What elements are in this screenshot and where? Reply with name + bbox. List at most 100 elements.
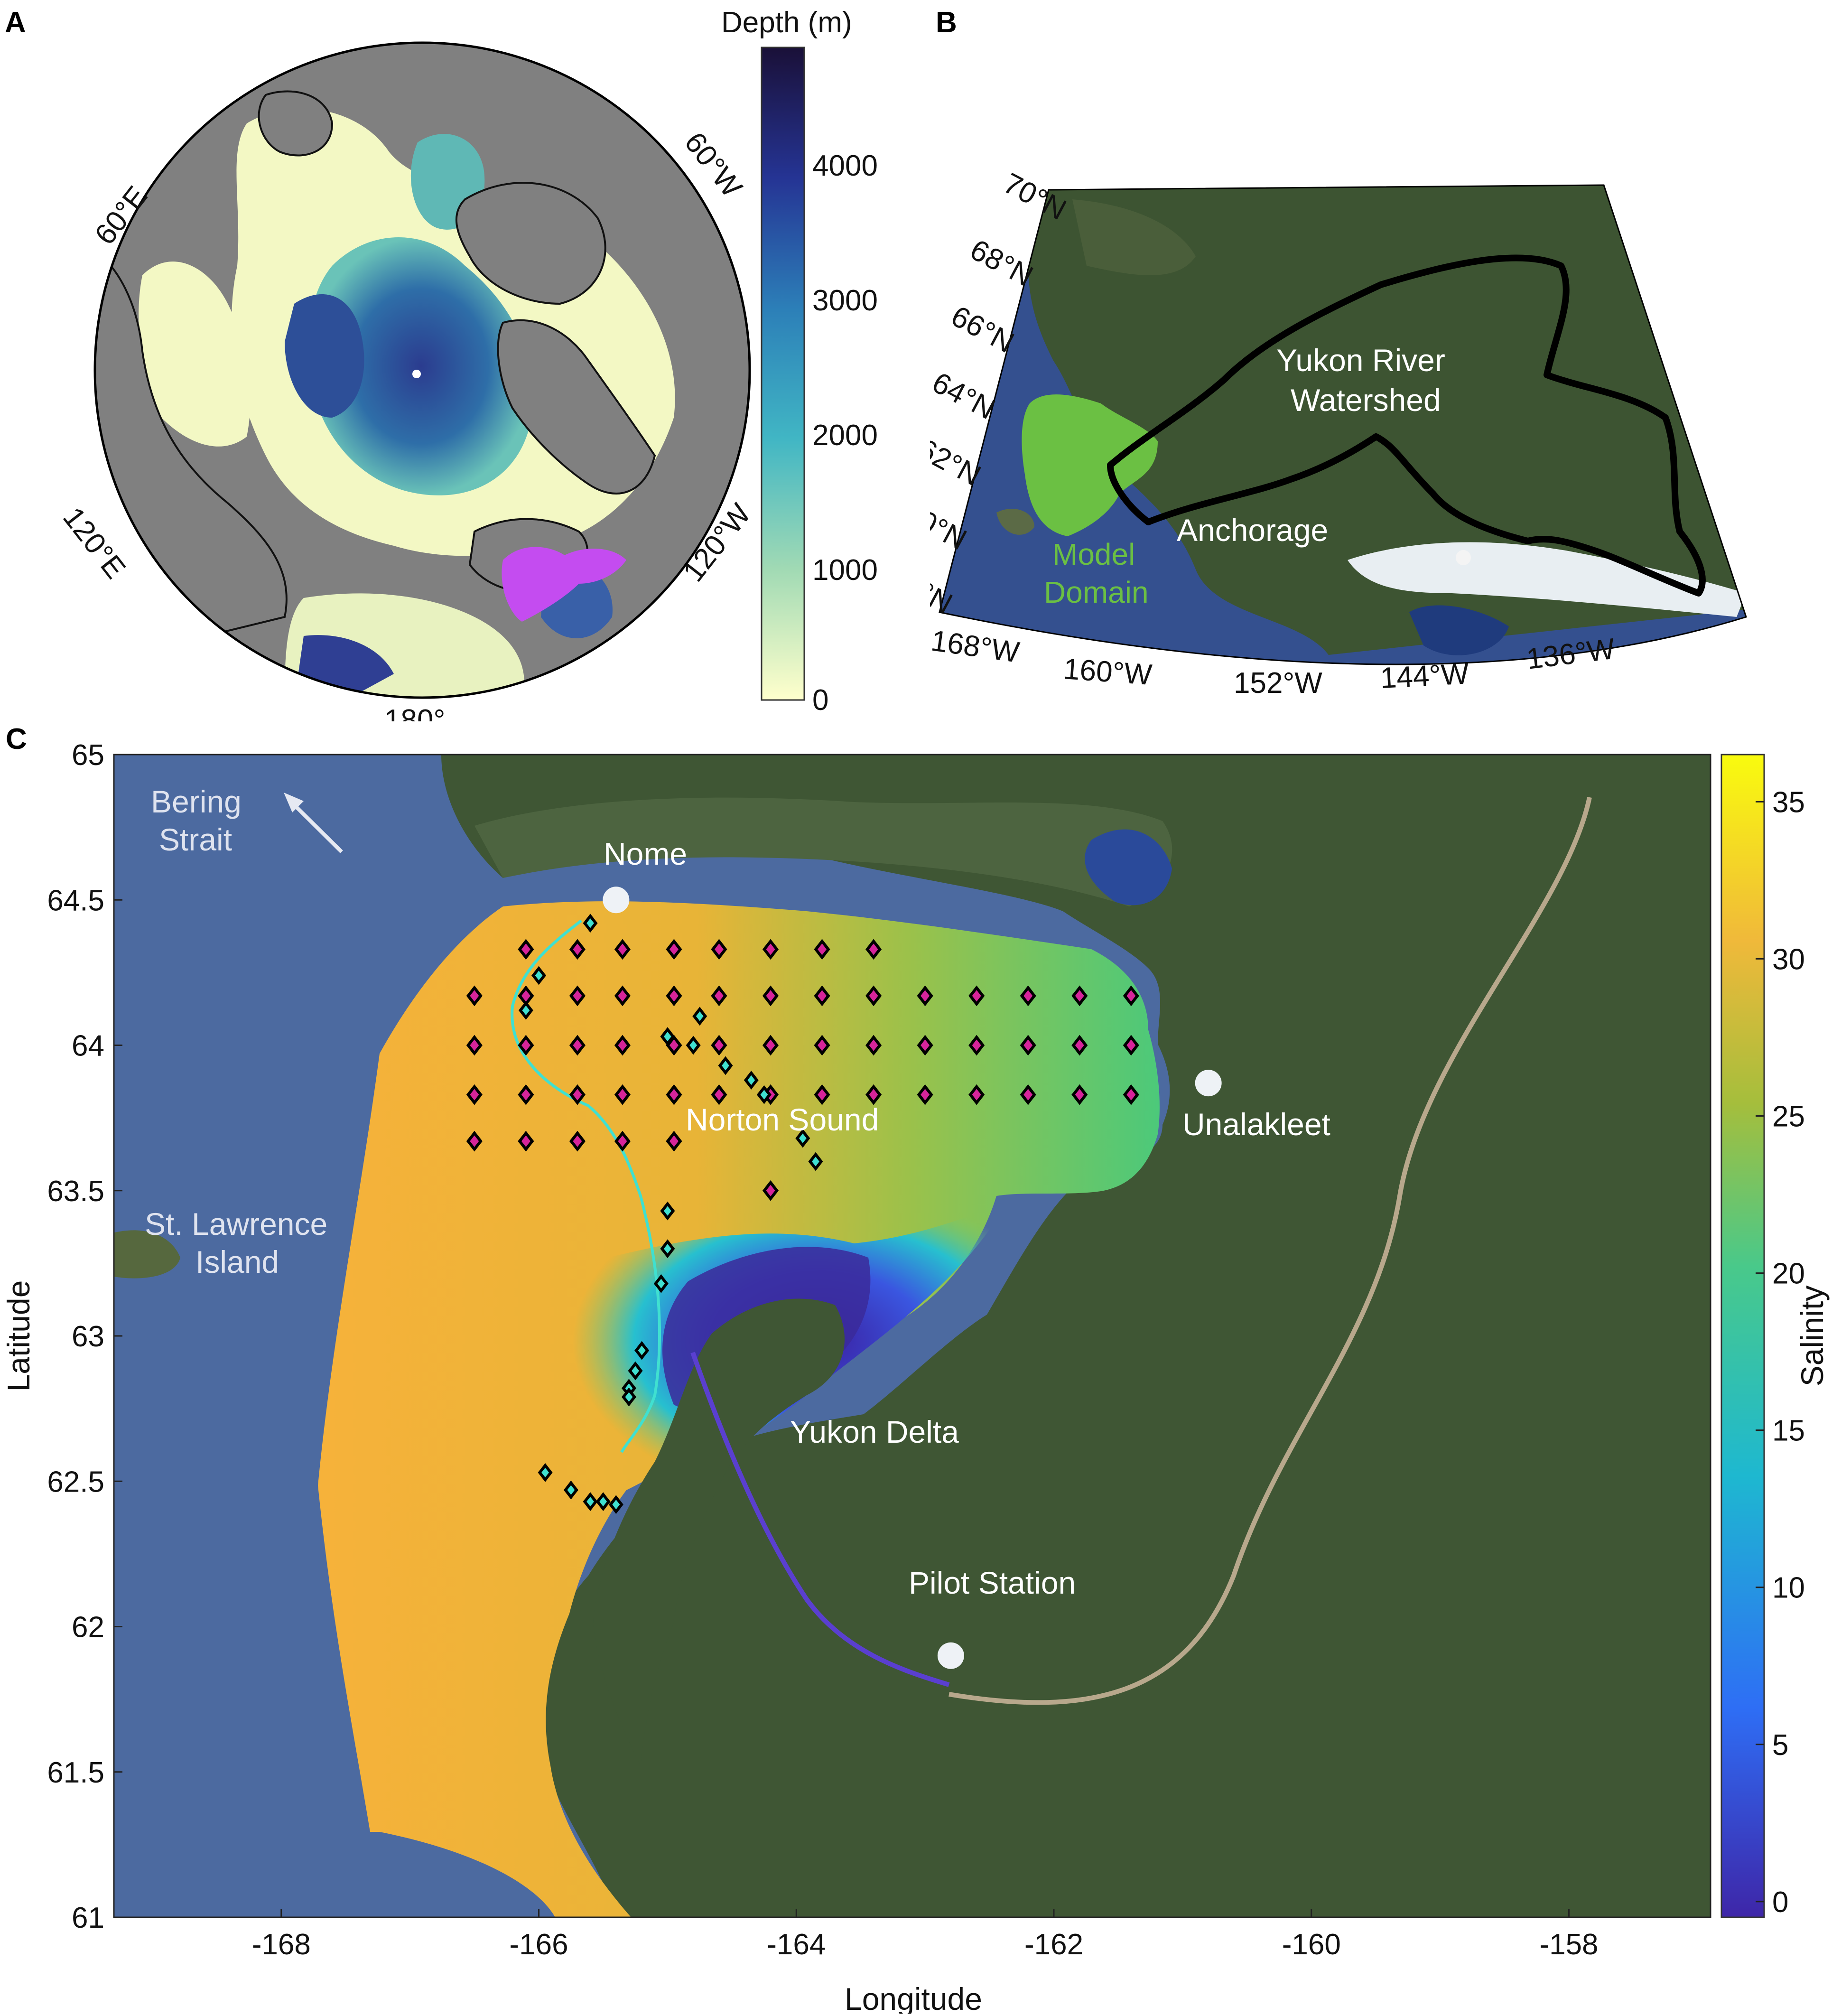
depth-tick: 4000 — [812, 149, 878, 182]
grid-station-marker — [917, 1084, 933, 1105]
track-station-marker — [692, 1007, 707, 1026]
grid-station-marker — [762, 1180, 779, 1201]
lon-label: 144°W — [1379, 657, 1470, 695]
norton-sound-label: Norton Sound — [686, 1102, 879, 1137]
panel-b-svg: B Yukon River Watershed Anchorage Model … — [884, 6, 1747, 700]
polar-map — [95, 43, 750, 698]
canada-basin — [308, 237, 533, 495]
x-tick-label: -168 — [252, 1928, 311, 1961]
panel-c: C Bering — [0, 721, 1832, 2016]
track-station-marker — [563, 1480, 578, 1500]
grid-station-marker — [1020, 985, 1036, 1007]
colorbar-tick-label: 5 — [1772, 1729, 1788, 1762]
grid-station-marker — [814, 1084, 830, 1105]
grid-station-marker — [917, 985, 933, 1007]
track-station-marker — [628, 1361, 643, 1381]
panel-a-letter: A — [5, 6, 26, 39]
x-tick-label: -164 — [767, 1928, 826, 1961]
lon-label-180: 180° — [384, 704, 445, 721]
bering-arrow-head — [284, 793, 304, 812]
grid-station-marker — [1123, 1084, 1139, 1105]
yukon-delta-land — [593, 1298, 845, 1765]
grid-station-marker — [917, 1035, 933, 1056]
lat-label: 66°N — [946, 299, 1019, 359]
colorbar-tick-label: 0 — [1772, 1886, 1788, 1919]
track-station-marker — [718, 1056, 733, 1075]
track-station-marker — [595, 1492, 611, 1512]
greenland — [455, 182, 606, 305]
y-tick-label: 61 — [72, 1902, 104, 1934]
eurasian-basin — [285, 294, 364, 418]
track-station-marker — [621, 1387, 636, 1407]
x-tick-label: -166 — [509, 1928, 568, 1961]
alaska-land — [1028, 185, 1746, 655]
grid-station-marker — [814, 939, 830, 960]
location-marker — [1195, 1070, 1222, 1097]
x-tick-label: -162 — [1024, 1928, 1083, 1961]
y-axis-title: Latitude — [1, 1280, 36, 1392]
watershed-label-line1: Yukon River — [1276, 343, 1445, 378]
grid-station-marker — [666, 1130, 682, 1152]
grid-station-marker — [518, 1130, 534, 1152]
grid-station-marker — [569, 1130, 586, 1152]
salinity-colorbar — [1720, 754, 1765, 1918]
colorbar-tick-label: 20 — [1772, 1258, 1805, 1290]
track-station-marker — [583, 1492, 598, 1512]
grid-station-marker — [711, 939, 727, 960]
grid-station-marker — [569, 1035, 586, 1056]
panel-a: A 60°E 60°W 120°E 120°W 180° — [0, 0, 902, 737]
lat-label: 68°N — [965, 233, 1038, 293]
track-station-marker — [660, 1239, 675, 1259]
grid-station-marker — [762, 985, 779, 1007]
depth-colorbar-title: Depth (m) — [721, 6, 852, 39]
depth-tick: 0 — [812, 684, 828, 717]
grid-station-marker — [518, 1035, 534, 1056]
panel-b: B Yukon River Watershed Anchorage Model … — [884, 0, 1832, 740]
grid-station-marker — [466, 1084, 483, 1105]
grid-station-marker — [518, 939, 534, 960]
lon-label: 160°W — [1062, 653, 1153, 691]
grid-station-marker — [466, 1035, 483, 1056]
grid-station-marker — [666, 1084, 682, 1105]
track-station-marker — [756, 1085, 772, 1104]
canadian-archipelago — [497, 319, 656, 495]
y-axis-ticks: 65 64.5 64 63.5 63 62.5 62 61.5 61 — [47, 739, 122, 1934]
grid-station-marker — [466, 1130, 483, 1152]
track-station-marker — [583, 914, 598, 933]
lon-label: 168°W — [930, 625, 1022, 669]
y-tick-label: 65 — [72, 739, 104, 772]
location-marker — [603, 887, 630, 914]
grid-station-marker — [1020, 1084, 1036, 1105]
track-station-marker — [531, 966, 547, 985]
lat-label: 70°N — [998, 167, 1071, 226]
pilot-station-label: Pilot Station — [909, 1565, 1076, 1600]
colorbar-tick-label: 10 — [1772, 1572, 1805, 1605]
golovnin-bay — [1085, 829, 1172, 905]
track-station-marker — [808, 1152, 823, 1171]
grid-station-marker — [1071, 985, 1088, 1007]
grid-station-marker — [569, 985, 586, 1007]
track-station-marker — [744, 1071, 759, 1090]
grid-station-marker — [614, 985, 631, 1007]
grid-station-marker — [1123, 985, 1139, 1007]
panel-a-svg: A 60°E 60°W 120°E 120°W 180° — [5, 6, 878, 737]
grid-station-marker — [968, 1035, 985, 1056]
model-domain-area — [1022, 394, 1158, 536]
depth-colorbar — [761, 47, 805, 701]
salinity-map — [114, 755, 1711, 1917]
panel-c-svg: C Bering — [1, 723, 1830, 2016]
location-marker — [937, 1642, 964, 1669]
anchorage-label: Anchorage — [1177, 513, 1328, 548]
snowy-mountains — [1348, 542, 1746, 617]
watershed-label-line2: Watershed — [1291, 383, 1441, 418]
grid-station-marker — [614, 1035, 631, 1056]
grid-station-marker — [865, 985, 882, 1007]
panel-c-letter: C — [6, 723, 27, 756]
model-label-line2: Domain — [1044, 575, 1149, 609]
grid-station-marker — [865, 1084, 882, 1105]
colorbar-tick-label: 30 — [1772, 943, 1805, 976]
land-satellite — [441, 755, 1711, 1917]
bering-arrow-shaft — [289, 800, 343, 853]
alaska-map — [939, 185, 1746, 664]
anchorage-marker — [1456, 550, 1471, 565]
